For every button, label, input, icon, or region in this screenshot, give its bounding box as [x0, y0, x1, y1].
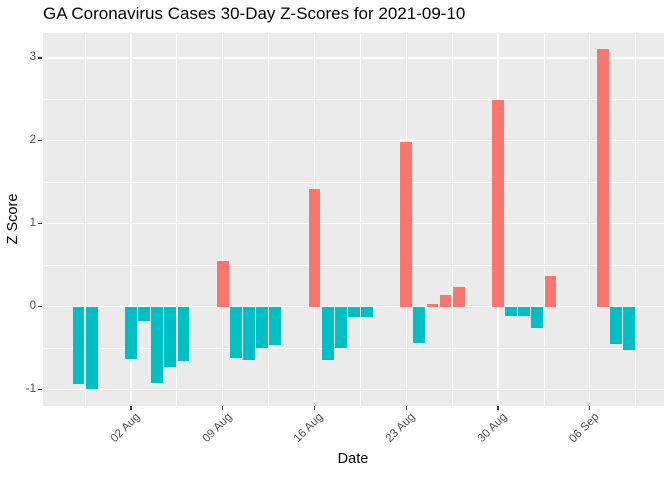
x-tick-label: 09 Aug: [200, 411, 235, 445]
bar-2021-08-02: [125, 306, 137, 359]
y-tick-label: 3: [29, 51, 36, 64]
chart-title: GA Coronavirus Cases 30-Day Z-Scores for…: [43, 4, 466, 23]
y-tick-mark: [38, 305, 42, 308]
x-tick-label: 16 Aug: [292, 411, 326, 445]
y-tick-label: -1: [25, 382, 36, 395]
bar-2021-08-26: [439, 294, 452, 307]
y-tick-mark: [38, 388, 42, 391]
x-tick-mark: [313, 406, 316, 410]
x-tick-label: 30 Aug: [475, 411, 510, 445]
gridline-x-minor: [268, 33, 269, 406]
y-tick-label: 2: [29, 134, 36, 147]
bar-2021-09-01: [518, 306, 531, 317]
plot-panel: [43, 33, 664, 406]
bar-2021-07-29: [72, 306, 85, 385]
y-tick-mark: [38, 222, 42, 225]
gridline-y-major: [43, 305, 664, 308]
bar-2021-08-05: [164, 306, 177, 368]
bar-2021-09-09: [623, 306, 636, 351]
gridline-y-minor: [43, 347, 664, 349]
gridline-y-minor: [43, 98, 664, 100]
x-tick-label: 02 Aug: [108, 411, 143, 445]
gridline-y-major: [43, 57, 664, 59]
x-tick-mark: [589, 406, 591, 410]
bar-2021-08-04: [151, 306, 164, 383]
x-tick-mark: [497, 406, 499, 410]
bar-2021-08-11: [243, 306, 255, 360]
bar-2021-08-30: [492, 100, 504, 307]
bar-2021-08-09: [216, 260, 229, 307]
x-tick-mark: [130, 406, 132, 410]
bar-2021-08-23: [400, 141, 413, 307]
gridline-x-minor: [451, 33, 453, 406]
y-tick-mark: [38, 57, 42, 59]
bar-2021-08-12: [256, 306, 268, 348]
x-tick-label: 23 Aug: [383, 411, 418, 445]
bar-2021-08-18: [334, 306, 347, 348]
bar-2021-08-27: [452, 287, 465, 307]
gridline-x-minor: [84, 33, 86, 406]
y-tick-label: 0: [29, 300, 36, 313]
gridline-y-major: [43, 222, 664, 225]
bar-2021-08-19: [347, 306, 360, 318]
bar-2021-07-30: [85, 306, 98, 390]
gridline-y-minor: [43, 181, 664, 183]
bar-2021-08-31: [505, 306, 518, 317]
bar-2021-09-03: [544, 275, 557, 307]
x-tick-mark: [222, 406, 224, 410]
bar-2021-08-06: [177, 306, 190, 362]
gridline-x-minor: [176, 33, 178, 406]
gridline-x-major: [130, 33, 132, 406]
bar-2021-08-24: [413, 306, 426, 343]
gridline-x-minor: [360, 33, 361, 406]
bar-2021-08-20: [361, 306, 373, 318]
bar-2021-08-13: [269, 306, 282, 345]
bar-2021-08-10: [229, 306, 242, 358]
x-axis-title: Date: [337, 451, 369, 467]
gridline-x-major: [589, 33, 591, 406]
x-tick-mark: [405, 406, 407, 410]
gridline-y-major: [43, 140, 664, 142]
x-tick-label: 06 Sep: [567, 411, 602, 446]
gridline-y-minor: [43, 264, 664, 266]
bar-2021-09-08: [610, 306, 622, 344]
bar-2021-09-02: [531, 306, 544, 329]
bar-2021-08-16: [308, 188, 321, 307]
gridline-x-minor: [543, 33, 545, 406]
bar-2021-08-17: [321, 306, 334, 361]
bar-2021-09-07: [597, 48, 609, 307]
bar-2021-08-25: [426, 304, 439, 307]
gridline-y-major: [43, 388, 664, 391]
gridline-x-major: [222, 33, 224, 406]
gridline-x-minor: [635, 33, 637, 406]
y-tick-mark: [38, 140, 42, 142]
bar-2021-08-03: [138, 306, 150, 322]
y-tick-label: 1: [29, 217, 36, 230]
